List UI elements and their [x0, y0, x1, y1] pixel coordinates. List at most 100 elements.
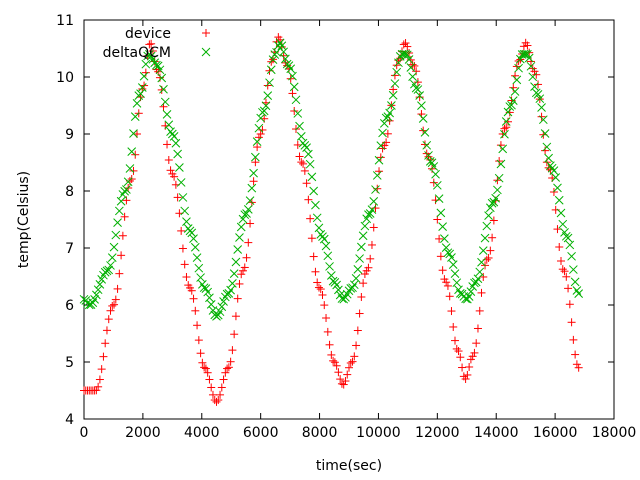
data-point-device [118, 231, 127, 240]
legend: device deltaQCM [103, 26, 211, 61]
data-point-device [117, 251, 126, 260]
data-point-device [562, 272, 571, 281]
data-point-device [299, 159, 308, 168]
data-point-device [297, 158, 306, 167]
data-point-device [205, 375, 214, 384]
data-point-deltaqcm [556, 208, 566, 218]
data-point-device [196, 349, 205, 358]
data-point-device [346, 358, 355, 367]
data-point-device [182, 273, 191, 282]
data-point-deltaqcm [219, 297, 228, 306]
data-point-deltaqcm [484, 211, 493, 220]
data-point-deltaqcm [245, 196, 255, 205]
data-point-deltaqcm [194, 263, 204, 273]
data-point-deltaqcm [113, 218, 122, 227]
data-point-deltaqcm [554, 195, 564, 205]
data-point-device [488, 233, 497, 242]
data-point-deltaqcm [503, 107, 513, 117]
data-point-device [572, 360, 581, 369]
data-point-deltaqcm [236, 222, 246, 232]
data-point-deltaqcm [251, 152, 260, 162]
data-point-device [451, 336, 459, 345]
data-point-device [454, 347, 463, 356]
data-point-device [120, 212, 129, 221]
data-point-deltaqcm [537, 103, 546, 112]
x-tick-label: 18000 [592, 425, 637, 441]
data-point-device [345, 363, 353, 372]
data-point-device [376, 153, 385, 162]
data-point-device [560, 267, 569, 276]
data-point-device [392, 61, 401, 70]
data-point-deltaqcm [226, 285, 235, 295]
data-point-device [253, 143, 262, 152]
data-point-device [99, 352, 108, 361]
data-point-deltaqcm [535, 94, 545, 104]
data-point-deltaqcm [480, 233, 490, 243]
data-point-device [557, 257, 565, 266]
data-point-deltaqcm [392, 67, 402, 77]
data-point-device [309, 252, 318, 261]
data-point-deltaqcm [305, 159, 315, 169]
data-point-deltaqcm [514, 63, 523, 73]
data-point-device [334, 368, 343, 377]
data-point-device [558, 265, 567, 274]
data-point-device [194, 336, 203, 345]
data-point-deltaqcm [438, 222, 447, 232]
data-point-deltaqcm [178, 193, 188, 202]
legend-label-deltaqcm: deltaQCM [103, 45, 171, 61]
data-point-deltaqcm [288, 71, 297, 81]
data-point-device [352, 341, 361, 350]
data-point-deltaqcm [332, 280, 341, 290]
data-point-device [263, 81, 272, 90]
data-point-deltaqcm [447, 253, 456, 262]
data-point-device [534, 80, 543, 89]
data-point-deltaqcm [182, 217, 191, 227]
data-point-deltaqcm [318, 232, 327, 241]
data-point-device [314, 283, 323, 292]
y-tick-label: 9 [65, 127, 74, 143]
data-point-deltaqcm [229, 269, 239, 279]
data-point-deltaqcm [452, 278, 462, 288]
data-point-device [214, 396, 223, 405]
data-point-device [240, 263, 249, 272]
data-point-device [523, 41, 532, 50]
data-point-device [94, 382, 103, 391]
data-point-deltaqcm [199, 283, 209, 293]
data-point-deltaqcm [387, 101, 396, 110]
data-point-device [470, 348, 479, 357]
data-point-deltaqcm [326, 271, 336, 280]
data-point-deltaqcm [533, 90, 543, 99]
data-point-device [239, 266, 247, 275]
data-point-device [166, 166, 175, 175]
data-point-deltaqcm [235, 233, 244, 242]
legend-marker-device [202, 29, 210, 37]
data-point-deltaqcm [491, 193, 500, 203]
data-point-deltaqcm [501, 117, 511, 126]
data-point-deltaqcm [549, 166, 559, 175]
data-point-deltaqcm [231, 257, 241, 267]
y-axis-label: temp(Celsius) [16, 171, 32, 268]
data-point-device [200, 363, 209, 372]
data-point-device [399, 40, 408, 49]
data-point-device [477, 288, 486, 297]
data-point-device [115, 269, 124, 278]
data-point-deltaqcm [205, 293, 214, 303]
data-point-deltaqcm [238, 214, 248, 224]
data-point-deltaqcm [266, 65, 276, 75]
data-point-deltaqcm [286, 64, 296, 74]
data-point-deltaqcm [538, 115, 548, 125]
data-point-device [108, 301, 117, 310]
data-point-deltaqcm [187, 228, 197, 238]
data-point-deltaqcm [526, 61, 536, 71]
x-axis-label: time(sec) [316, 458, 382, 474]
data-point-device [231, 312, 240, 321]
data-point-deltaqcm [569, 265, 578, 274]
x-tick-label: 2000 [125, 425, 161, 441]
data-point-deltaqcm [477, 257, 486, 267]
data-point-deltaqcm [252, 137, 262, 146]
data-point-deltaqcm [334, 285, 343, 295]
data-point-device [447, 307, 456, 316]
data-point-deltaqcm [155, 65, 165, 75]
data-point-device [307, 234, 316, 243]
data-point-device [436, 252, 445, 261]
